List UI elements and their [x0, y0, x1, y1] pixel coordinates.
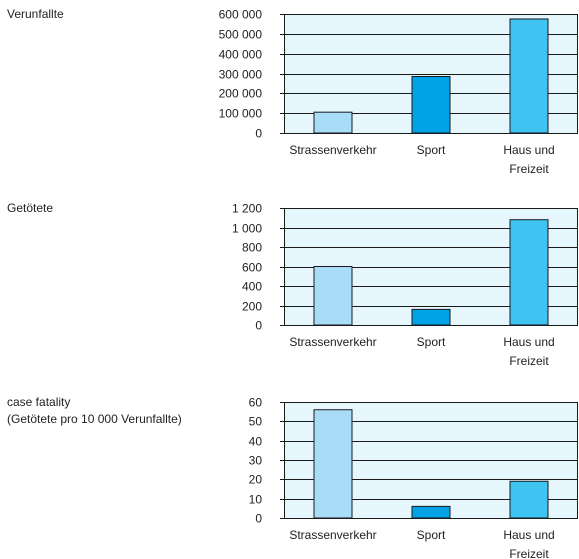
chart-1-ytick-label-6: 1 200 [232, 202, 262, 216]
chart-1-bar-2 [509, 219, 549, 326]
chart-0-ytick-label-4: 400 000 [219, 48, 263, 62]
chart-0-ytick-label-2: 200 000 [219, 87, 263, 101]
chart-1-plot-border [284, 208, 578, 326]
chart-2-category-label-2-line-1: Freizeit [509, 547, 549, 559]
chart-0-category-label-1: Sport [417, 143, 446, 157]
chart-2-title: case fatality [7, 395, 70, 409]
chart-1-ytick-label-1: 200 [242, 300, 262, 314]
chart-2-bar-2 [509, 480, 549, 519]
chart-2-ytick-label-5: 50 [249, 415, 263, 429]
chart-1-category-label-0: Strassenverkehr [289, 335, 376, 349]
chart-1-bar-0 [313, 266, 353, 326]
chart-2-category-label-0: Strassenverkehr [289, 528, 376, 542]
chart-2-bar-0 [313, 409, 353, 519]
chart-0-bar-1 [411, 75, 451, 134]
chart-1-bar-1 [411, 308, 451, 326]
chart-2-ytick-label-3: 30 [249, 454, 263, 468]
chart-0-title: Verunfallte [7, 7, 64, 21]
chart-2-ytick-label-2: 20 [249, 473, 263, 487]
chart-1-category-label-2-line-1: Freizeit [509, 354, 549, 368]
chart-2-category-label-2-line-0: Haus und [503, 528, 554, 542]
chart-0-ytick-label-3: 300 000 [219, 68, 263, 82]
chart-0-bar-0 [313, 111, 353, 134]
chart-2-ytick-label-4: 40 [249, 435, 263, 449]
chart-1-ytick-label-3: 600 [242, 261, 262, 275]
chart-0-ytick-label-0: 0 [255, 127, 262, 141]
chart-0-category-label-0: Strassenverkehr [289, 143, 376, 157]
chart-1-category-label-2-line-0: Haus und [503, 335, 554, 349]
chart-2-ytick-label-6: 60 [249, 396, 263, 410]
chart-1-title: Getötete [7, 201, 53, 215]
chart-0-category-label-2-line-0: Haus und [503, 143, 554, 157]
chart-2-category-label-1: Sport [417, 528, 446, 542]
chart-1-ytick-label-4: 800 [242, 241, 262, 255]
chart-2-subtitle: (Getötete pro 10 000 Verunfallte) [7, 412, 182, 426]
chart-1-ytick-label-2: 400 [242, 280, 262, 294]
chart-2-ytick-label-0: 0 [255, 512, 262, 526]
chart-0-category-label-2-line-1: Freizeit [509, 162, 549, 176]
chart-0-ytick-label-1: 100 000 [219, 107, 263, 121]
chart-1-ytick-label-0: 0 [255, 319, 262, 333]
chart-0-ytick-label-5: 500 000 [219, 28, 263, 42]
chart-1-category-label-1: Sport [417, 335, 446, 349]
chart-0-bar-2 [509, 18, 549, 134]
chart-0-ytick-label-6: 600 000 [219, 8, 263, 22]
chart-2-ytick-label-1: 10 [249, 493, 263, 507]
chart-2-bar-1 [411, 505, 451, 519]
chart-1-ytick-label-5: 1 000 [232, 222, 262, 236]
